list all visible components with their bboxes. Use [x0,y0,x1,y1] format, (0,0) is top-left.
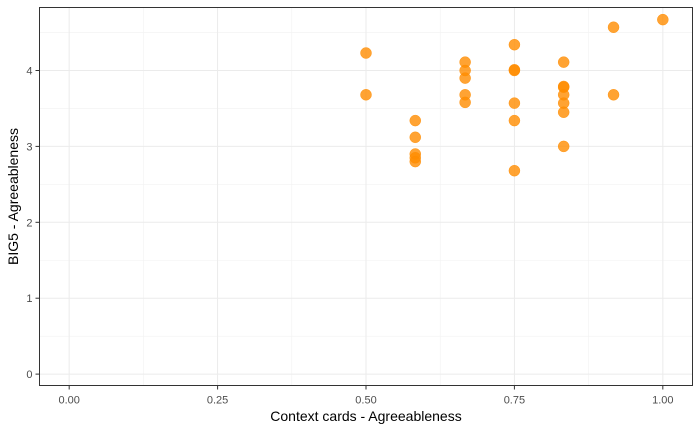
x-axis-ticks: 0.00 0.25 0.50 0.75 1.00 [58,385,674,407]
data-point [557,56,570,68]
data-point [557,140,570,153]
data-point [508,64,521,77]
data-point [360,89,372,101]
x-tick-label: 0.75 [504,395,525,407]
data-point [557,106,570,118]
x-tick-label: 0.25 [207,395,228,407]
x-tick-label: 0.50 [355,395,376,407]
y-tick-label: 3 [26,141,32,153]
data-point [459,72,471,84]
data-point [409,155,422,168]
x-tick-label: 0.00 [58,395,79,407]
x-axis-title: Context cards - Agreeableness [270,408,461,424]
data-point [409,131,422,144]
data-point [657,13,669,26]
data-point [607,21,620,33]
data-points [360,13,669,177]
x-tick-label: 1.00 [652,395,673,407]
data-point [508,97,521,109]
y-tick-label: 4 [26,66,32,78]
data-point [607,89,620,101]
y-tick-label: 2 [26,217,32,229]
y-tick-label: 0 [26,369,32,381]
data-point [508,38,521,51]
y-axis-ticks: 0 1 2 3 4 [26,66,40,381]
data-point [459,96,471,109]
y-tick-label: 1 [26,293,32,305]
data-point [360,47,372,59]
major-gridlines [39,7,693,386]
data-point [508,164,521,177]
data-point [409,114,422,127]
y-axis-title: BIG5 - Agreeableness [5,128,21,265]
data-point [508,114,521,127]
